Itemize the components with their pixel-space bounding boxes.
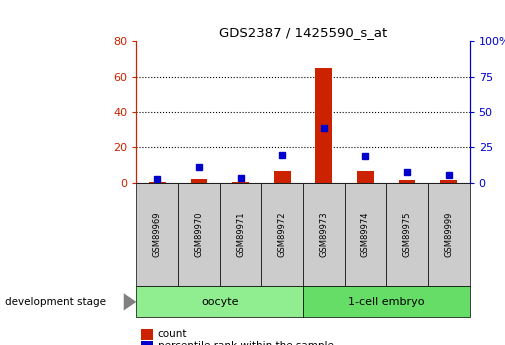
Text: percentile rank within the sample: percentile rank within the sample (158, 341, 333, 345)
Text: GSM89970: GSM89970 (194, 212, 204, 257)
Bar (440, 180, 457, 183)
Text: oocyte: oocyte (201, 297, 238, 307)
Bar (399, 180, 416, 183)
Text: count: count (158, 329, 187, 339)
Text: GSM89975: GSM89975 (402, 212, 412, 257)
Text: GSM89999: GSM89999 (444, 212, 453, 257)
Title: GDS2387 / 1425590_s_at: GDS2387 / 1425590_s_at (219, 26, 387, 39)
Bar (357, 171, 374, 183)
Bar (316, 68, 332, 183)
Bar (149, 182, 166, 183)
Bar (190, 179, 207, 183)
Text: development stage: development stage (5, 297, 106, 307)
Text: GSM89973: GSM89973 (319, 212, 328, 257)
Text: GSM89972: GSM89972 (278, 212, 287, 257)
Text: GSM89971: GSM89971 (236, 212, 245, 257)
Text: 1-cell embryo: 1-cell embryo (348, 297, 425, 307)
Text: GSM89969: GSM89969 (153, 212, 162, 257)
Text: GSM89974: GSM89974 (361, 212, 370, 257)
Bar (274, 171, 290, 183)
Bar (232, 182, 249, 183)
